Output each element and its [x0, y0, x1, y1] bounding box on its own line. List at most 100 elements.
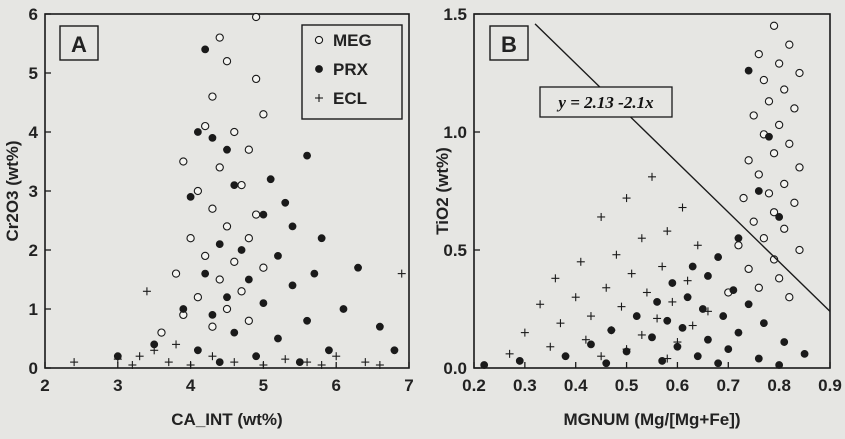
a-point-meg [222, 57, 232, 66]
a-point-prx [179, 305, 188, 313]
a-point-ecl [281, 355, 290, 364]
b-point-ecl [602, 283, 611, 292]
a-point-prx [288, 281, 297, 290]
b-point-meg [769, 149, 779, 158]
b-point-ecl [612, 250, 621, 259]
b-point-meg [774, 59, 784, 68]
b-point-prx [602, 359, 611, 368]
b-point-prx [744, 300, 753, 309]
a-point-ecl [113, 355, 122, 364]
a-point-ecl [172, 340, 181, 349]
a-point-meg [215, 163, 224, 172]
b-point-meg [754, 283, 763, 292]
b-point-meg [744, 264, 753, 274]
a-point-meg [237, 287, 246, 296]
b-point-prx [780, 338, 789, 346]
b-y-tick-label: 0.5 [443, 241, 467, 260]
a-y-tick-label: 1 [29, 300, 38, 319]
b-point-meg [764, 97, 774, 106]
panel-a-x-axis-label: CA_INT (wt%) [171, 410, 282, 429]
a-point-meg [237, 180, 246, 190]
b-point-meg [744, 156, 753, 165]
a-point-prx [201, 45, 210, 54]
a-point-ecl [317, 361, 326, 369]
a-point-prx [223, 145, 231, 154]
b-x-tick-label: 0.6 [666, 376, 690, 395]
a-point-meg [193, 186, 203, 196]
a-point-prx [215, 240, 224, 248]
a-point-prx [375, 322, 384, 331]
b-point-prx [765, 132, 773, 141]
b-point-prx [734, 234, 743, 243]
b-point-prx [704, 272, 712, 280]
b-point-ecl [627, 269, 636, 278]
b-point-meg [764, 189, 774, 198]
a-y-tick-label: 3 [29, 182, 38, 201]
b-x-tick-label: 0.2 [462, 376, 486, 395]
a-point-ecl [142, 287, 151, 296]
b-point-meg [759, 75, 769, 85]
panel-a-label: A [71, 32, 87, 57]
a-point-meg [179, 157, 188, 166]
b-point-prx [653, 298, 661, 306]
b-point-ecl [597, 352, 606, 361]
a-point-prx [186, 192, 195, 201]
b-x-tick-label: 0.4 [564, 376, 588, 395]
b-point-prx [683, 293, 692, 302]
a-x-tick-label: 3 [113, 376, 122, 395]
a-point-prx [259, 210, 268, 219]
legend-marker-ecl [315, 94, 323, 102]
b-point-meg [749, 217, 758, 226]
b-point-meg [749, 111, 758, 120]
a-point-meg [208, 92, 217, 101]
b-point-ecl [576, 257, 585, 266]
a-point-meg [244, 234, 253, 243]
panel-a-data-points [70, 12, 406, 369]
legend-label-prx: PRX [333, 60, 369, 79]
a-point-prx [266, 175, 275, 184]
a-point-meg [251, 12, 261, 22]
a-x-tick-label: 4 [186, 376, 196, 395]
a-point-prx [223, 293, 231, 302]
a-point-prx [295, 358, 304, 366]
a-point-meg [208, 204, 217, 213]
a-point-ecl [135, 352, 144, 361]
legend-label-meg: MEG [333, 31, 372, 50]
b-point-prx [734, 328, 743, 337]
a-y-tick-label: 5 [29, 64, 38, 83]
panel-a-x-ticks: 2 3 4 5 6 7 [40, 362, 414, 395]
b-point-meg [769, 21, 779, 30]
b-point-prx [754, 187, 763, 195]
b-point-meg [759, 234, 769, 243]
b-point-prx [648, 333, 656, 342]
a-point-prx [390, 346, 399, 355]
a-point-prx [310, 269, 319, 278]
b-y-tick-label: 1.0 [443, 123, 467, 142]
panel-a-y-ticks: 0 1 2 3 4 5 6 [29, 5, 51, 378]
a-point-prx [237, 246, 246, 254]
a-point-meg [201, 251, 210, 261]
panel-b-equation: y = 2.13 -2.1x [556, 93, 654, 112]
panel-b-data-points [480, 21, 809, 369]
a-y-tick-label: 0 [29, 359, 38, 378]
b-point-prx [688, 262, 697, 271]
a-point-meg [251, 210, 261, 219]
legend-marker-meg [314, 35, 324, 45]
a-point-ecl [150, 346, 159, 355]
panel-b-y-ticks: 0.0 0.5 1.0 1.5 [443, 5, 480, 378]
a-point-ecl [375, 361, 384, 369]
a-point-prx [208, 133, 217, 142]
b-point-prx [561, 352, 570, 361]
a-point-prx [354, 263, 362, 272]
b-point-prx [480, 361, 489, 369]
a-point-meg [244, 316, 253, 325]
b-point-meg [795, 245, 804, 255]
panel-b-x-axis-label: MGNUM (Mg/[Mg+Fe]) [563, 410, 740, 429]
a-y-tick-label: 6 [29, 5, 38, 24]
b-point-meg [790, 104, 799, 113]
a-point-prx [274, 334, 282, 343]
b-point-meg [754, 170, 763, 179]
a-point-prx [288, 222, 297, 231]
b-y-tick-label: 1.5 [443, 5, 467, 24]
b-point-meg [795, 68, 804, 78]
